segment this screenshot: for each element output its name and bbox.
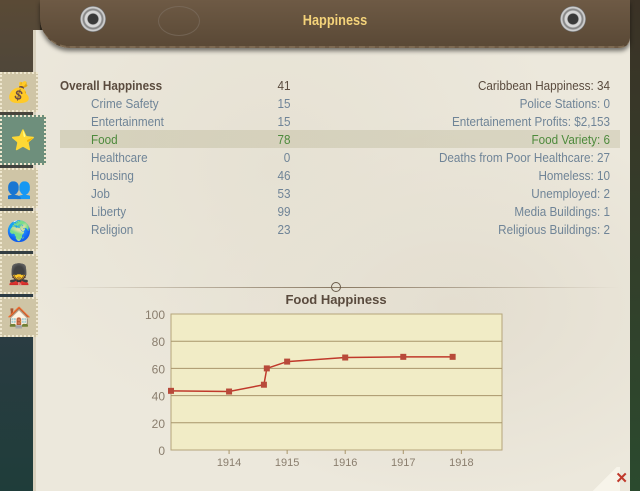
- data-point: [226, 388, 233, 395]
- stat-unemployed: Unemployed: 2: [531, 186, 610, 201]
- y-tick-label: 40: [152, 390, 166, 404]
- money-icon: 💰: [6, 81, 32, 104]
- panel-header: Happiness: [40, 0, 630, 48]
- data-point: [400, 353, 407, 360]
- y-tick-label: 80: [152, 335, 166, 349]
- y-tick-label: 100: [145, 308, 165, 322]
- data-point: [449, 353, 456, 360]
- category-row-housing[interactable]: Housing 46: [60, 166, 300, 184]
- thumbs-up-star-icon: ⭐: [10, 129, 36, 152]
- data-point: [284, 358, 291, 365]
- postmark-stamp: [158, 6, 200, 36]
- category-label: Entertainment: [91, 114, 164, 129]
- grommet-icon: [560, 6, 586, 32]
- category-label: Healthcare: [91, 150, 148, 165]
- stat-entertainment-profits: Entertainement Profits: $2,153: [451, 114, 610, 129]
- plot-area: [170, 313, 503, 451]
- category-row-job[interactable]: Job 53: [60, 184, 300, 202]
- category-value: 0: [283, 150, 290, 165]
- y-tick-label: 60: [152, 362, 166, 376]
- globe-icon: 🌍: [6, 220, 32, 243]
- stat-homeless: Homeless: 10: [538, 168, 610, 183]
- data-point: [342, 354, 349, 361]
- stat-police-stations: Police Stations: 0: [519, 96, 610, 111]
- tab-military[interactable]: 💂: [0, 254, 38, 294]
- category-label: Job: [91, 186, 110, 201]
- page-curl: [590, 467, 620, 491]
- category-label: Food: [91, 132, 118, 147]
- category-row-religion[interactable]: Religion 23: [60, 220, 300, 238]
- stat-religious-buildings: Religious Buildings: 2: [498, 222, 610, 237]
- close-x-icon[interactable]: ✕: [615, 470, 628, 487]
- category-value: 15: [276, 96, 290, 111]
- side-tabs: 💰 ⭐ 👥 🌍 💂 🏠: [0, 72, 46, 340]
- tab-foreign[interactable]: 🌍: [0, 211, 38, 251]
- soldier-icon: 💂: [6, 263, 32, 286]
- chart-title: Food Happiness: [285, 292, 387, 307]
- category-row-crime-safety[interactable]: Crime Safety 15: [60, 94, 300, 112]
- x-tick-label: 1917: [391, 457, 415, 469]
- category-label: Liberty: [91, 204, 127, 219]
- panel-title: Happiness: [302, 12, 368, 29]
- people-icon: 👥: [6, 177, 32, 200]
- tab-finance[interactable]: 💰: [0, 72, 38, 112]
- tab-people[interactable]: 👥: [0, 168, 38, 208]
- category-label: Religion: [91, 222, 134, 237]
- tab-housing[interactable]: 🏠: [0, 297, 38, 337]
- category-value: 46: [276, 168, 290, 183]
- series-line: [170, 356, 453, 393]
- category-row-liberty[interactable]: Liberty 99: [60, 202, 300, 220]
- grommet-icon: [80, 6, 106, 32]
- category-row-entertainment[interactable]: Entertainment 15: [60, 112, 300, 130]
- crosshair-ornament-icon: [331, 282, 341, 292]
- overall-happiness-row: Overall Happiness 41: [60, 76, 300, 94]
- category-value: 15: [276, 114, 290, 129]
- category-value: 23: [276, 222, 290, 237]
- data-point: [168, 387, 174, 394]
- category-row-healthcare[interactable]: Healthcare 0: [60, 148, 300, 166]
- stat-media-buildings: Media Buildings: 1: [514, 204, 610, 219]
- category-label: Housing: [91, 168, 134, 183]
- y-tick-label: 20: [152, 417, 166, 431]
- x-tick-label: 1918: [449, 457, 473, 469]
- x-tick-label: 1916: [333, 457, 357, 469]
- category-label: Crime Safety: [91, 96, 159, 111]
- category-value: 53: [276, 186, 290, 201]
- stat-caribbean-happiness: Caribbean Happiness: 34: [477, 78, 610, 93]
- overall-label: Overall Happiness: [60, 78, 163, 93]
- overall-value: 41: [276, 78, 290, 93]
- stat-food-variety: Food Variety: 6: [531, 132, 610, 147]
- tab-happiness[interactable]: ⭐: [0, 115, 46, 165]
- x-tick-label: 1915: [275, 457, 299, 469]
- data-point: [263, 365, 270, 372]
- category-row-food[interactable]: Food 78: [60, 130, 620, 148]
- y-tick-label: 0: [158, 444, 165, 458]
- category-value: 99: [276, 204, 290, 219]
- x-tick-label: 1914: [217, 457, 241, 469]
- stat-healthcare-deaths: Deaths from Poor Healthcare: 27: [438, 150, 610, 165]
- category-value: 78: [276, 132, 290, 147]
- house-icon: 🏠: [6, 306, 32, 329]
- data-point: [260, 381, 267, 388]
